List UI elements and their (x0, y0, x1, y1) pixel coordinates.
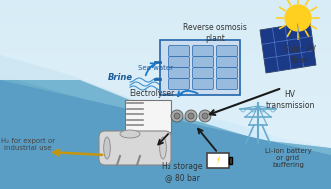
Text: Brine: Brine (108, 74, 132, 83)
FancyBboxPatch shape (216, 67, 238, 78)
Polygon shape (0, 55, 331, 189)
Ellipse shape (120, 130, 140, 138)
Polygon shape (216, 156, 220, 166)
Polygon shape (160, 40, 240, 95)
FancyBboxPatch shape (193, 67, 213, 78)
Circle shape (199, 110, 211, 122)
Text: Electrolyser: Electrolyser (129, 90, 175, 98)
Text: H₂ storage
@ 80 bar: H₂ storage @ 80 bar (162, 162, 202, 182)
FancyBboxPatch shape (193, 46, 213, 57)
FancyBboxPatch shape (168, 57, 190, 67)
Circle shape (285, 5, 311, 31)
FancyBboxPatch shape (216, 57, 238, 67)
Circle shape (202, 113, 208, 119)
Ellipse shape (160, 137, 166, 159)
Ellipse shape (104, 137, 110, 159)
FancyBboxPatch shape (207, 153, 229, 168)
Circle shape (188, 113, 194, 119)
Circle shape (185, 110, 197, 122)
FancyBboxPatch shape (193, 57, 213, 67)
Circle shape (171, 110, 183, 122)
Polygon shape (0, 0, 331, 148)
FancyBboxPatch shape (216, 46, 238, 57)
FancyBboxPatch shape (168, 78, 190, 90)
Text: Solar PV
Farm: Solar PV Farm (284, 45, 316, 65)
Text: Sea water: Sea water (137, 65, 172, 71)
FancyBboxPatch shape (193, 78, 213, 90)
Polygon shape (260, 22, 316, 73)
FancyBboxPatch shape (168, 67, 190, 78)
FancyBboxPatch shape (125, 100, 171, 132)
Text: Reverse osmosis
plant: Reverse osmosis plant (183, 23, 247, 43)
FancyBboxPatch shape (168, 46, 190, 57)
Circle shape (174, 113, 180, 119)
FancyBboxPatch shape (216, 78, 238, 90)
Polygon shape (0, 55, 331, 170)
FancyBboxPatch shape (229, 157, 232, 164)
Text: Li-ion battery
or grid
buffering: Li-ion battery or grid buffering (264, 148, 311, 168)
Text: H₂ for export or
industrial use: H₂ for export or industrial use (1, 139, 55, 152)
FancyBboxPatch shape (99, 131, 171, 165)
Text: HV
transmission: HV transmission (265, 90, 315, 110)
Polygon shape (0, 80, 331, 189)
